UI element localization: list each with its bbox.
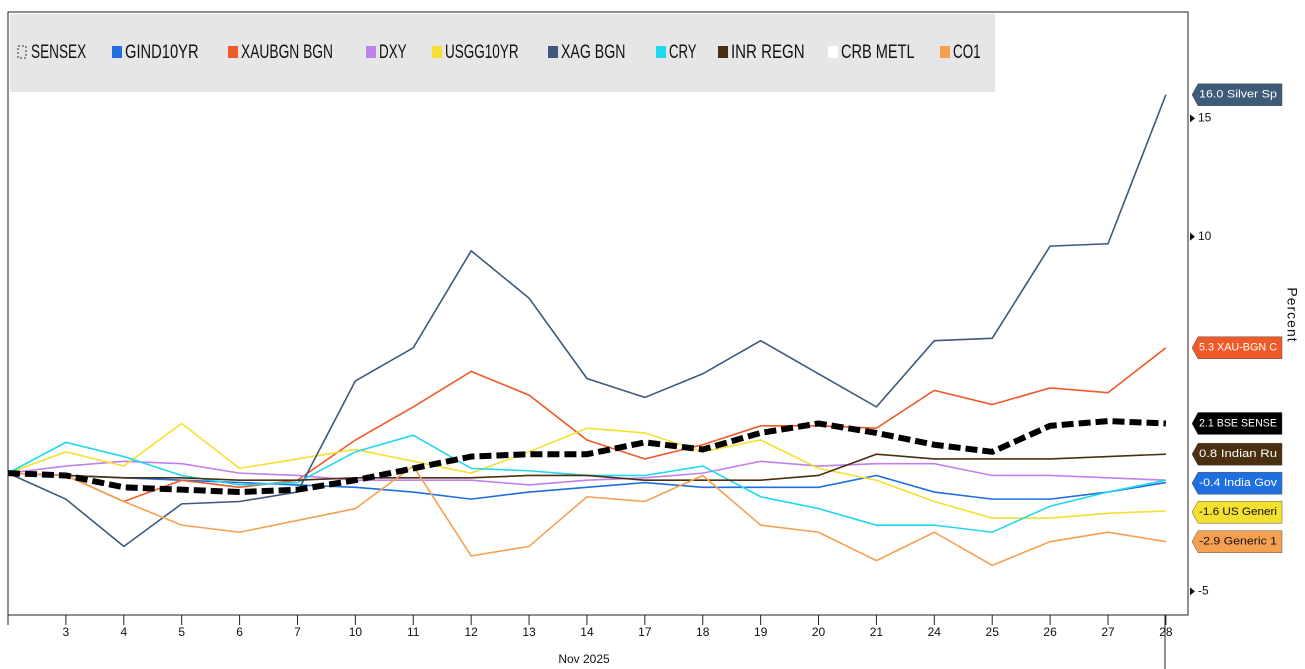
x-tick-label: 26 [1043, 625, 1057, 639]
end-tag-label: -0.4 India Gov [1199, 477, 1278, 489]
x-tick-label: 21 [870, 625, 884, 639]
x-tick-label: 3 [63, 625, 70, 639]
end-tag [1191, 530, 1283, 553]
legend-swatch [548, 46, 558, 58]
end-tag-label: 5.3 XAU-BGN C [1199, 342, 1277, 354]
legend-label: SENSEX [31, 42, 86, 63]
y-tick-label: 10 [1198, 229, 1212, 243]
y-tick [1190, 232, 1195, 241]
end-tag-label: 16.0 Silver Sp [1199, 89, 1277, 101]
x-axis-label: Nov 2025 [558, 652, 610, 666]
x-tick-label: 25 [986, 625, 1000, 639]
plot-frame [7, 11, 1189, 616]
x-tick-label: 20 [812, 625, 826, 639]
x-tick-label: 28 [1159, 625, 1173, 639]
end-tag [1191, 412, 1283, 435]
series-line [7, 422, 1166, 519]
series-line [7, 472, 1167, 500]
legend-label: USGG10YR [445, 42, 519, 63]
end-tag [1191, 83, 1283, 107]
legend-swatch [828, 46, 838, 58]
end-tag [1191, 336, 1283, 360]
end-tag [1191, 471, 1283, 495]
legend-label: CRB METL [841, 42, 915, 63]
end-tag-label: -2.9 Generic 1 [1199, 536, 1277, 548]
legend-swatch [366, 46, 376, 58]
x-tick-label: 7 [294, 625, 301, 639]
legend-label: XAUBGN BGN [241, 42, 333, 63]
x-tick-label: 10 [349, 625, 363, 639]
y-tick-label: -5 [1198, 584, 1209, 598]
y-tick [1190, 587, 1195, 596]
legend-swatch [656, 46, 666, 58]
y-axis-label: Percent [1284, 287, 1300, 342]
x-tick-label: 17 [638, 625, 652, 639]
x-tick-label: 14 [580, 625, 594, 639]
end-tag [1191, 500, 1283, 524]
x-tick-label: 4 [120, 625, 127, 639]
series-line [7, 460, 1166, 486]
x-tick-label: 13 [522, 625, 536, 639]
end-tag-label: 0.8 Indian Ru [1199, 448, 1277, 460]
x-tick-label: 12 [464, 625, 478, 639]
x-tick-label: 11 [407, 625, 420, 639]
end-tag-label: -1.6 US Generi [1199, 506, 1277, 518]
legend-label: CRY [669, 42, 697, 63]
legend-label: INR REGN [731, 42, 805, 63]
series-line [7, 464, 1167, 567]
legend-label: GIND10YR [125, 42, 199, 63]
x-tick-label: 6 [236, 625, 243, 639]
x-tick-label: 18 [696, 625, 710, 639]
legend-swatch [228, 46, 238, 58]
legend-swatch [432, 46, 442, 58]
legend-swatch [112, 46, 122, 58]
series-line [7, 418, 1167, 496]
legend-swatch [718, 46, 728, 58]
legend-swatch [17, 45, 27, 59]
x-tick-label: 24 [928, 625, 942, 639]
x-tick-label: 5 [178, 625, 185, 639]
legend-label: DXY [379, 42, 407, 63]
x-tick-label: 27 [1101, 625, 1115, 639]
series-line [7, 453, 1166, 482]
x-tick-label: 19 [754, 625, 768, 639]
end-tag-label: 2.1 BSE SENSE [1199, 417, 1277, 429]
legend-swatch [940, 46, 950, 58]
series-line [7, 94, 1167, 548]
y-tick [1190, 114, 1195, 123]
legend-label: CO1 [953, 42, 981, 63]
legend-label: XAG BGN [561, 42, 625, 63]
series-line [7, 347, 1167, 503]
y-tick-label: 15 [1198, 111, 1212, 125]
end-tag [1191, 442, 1283, 466]
